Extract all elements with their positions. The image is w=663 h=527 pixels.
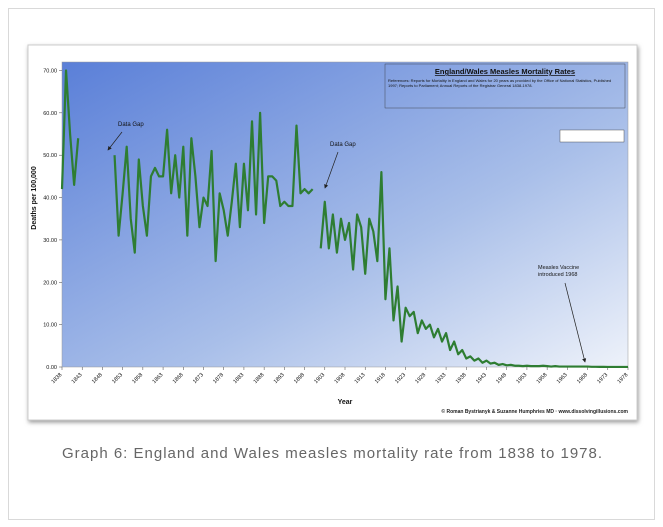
chart-title: England/Wales Measles Mortality Rates: [435, 67, 575, 76]
plot-area: [61, 61, 629, 368]
caption: Graph 6: England and Wales measles morta…: [61, 445, 604, 462]
annotation: Data Gap: [118, 122, 144, 128]
title-box: [384, 63, 626, 109]
chart-description: References: Reports for Mortality in Eng…: [388, 78, 612, 88]
y-tick-label: 30.00: [43, 238, 57, 244]
annotation: Data Gap: [330, 142, 356, 148]
y-tick-label: 0.00: [46, 365, 57, 371]
y-tick-label: 50.00: [43, 153, 57, 159]
y-tick-label: 60.00: [43, 111, 57, 117]
annotation-arrow: [107, 131, 123, 151]
y-tick-label: 40.00: [43, 196, 57, 202]
chart: 0.0010.0020.0030.0040.0050.0060.0070.001…: [27, 44, 638, 421]
y-tick-label: 20.00: [43, 280, 57, 286]
legend: [559, 129, 625, 143]
y-tick-label: 10.00: [43, 323, 57, 329]
annotation-arrow: [564, 282, 587, 363]
annotation-arrow: [324, 151, 339, 189]
y-tick-label: 70.00: [43, 68, 57, 74]
x-axis-label: Year: [338, 399, 353, 406]
credit: © Roman Bystrianyk & Suzanne Humphries M…: [441, 408, 628, 415]
y-axis-label: Deaths per 100,000: [31, 166, 38, 230]
annotation: Measles Vaccine introduced 1968: [538, 265, 580, 278]
line: [60, 69, 628, 369]
